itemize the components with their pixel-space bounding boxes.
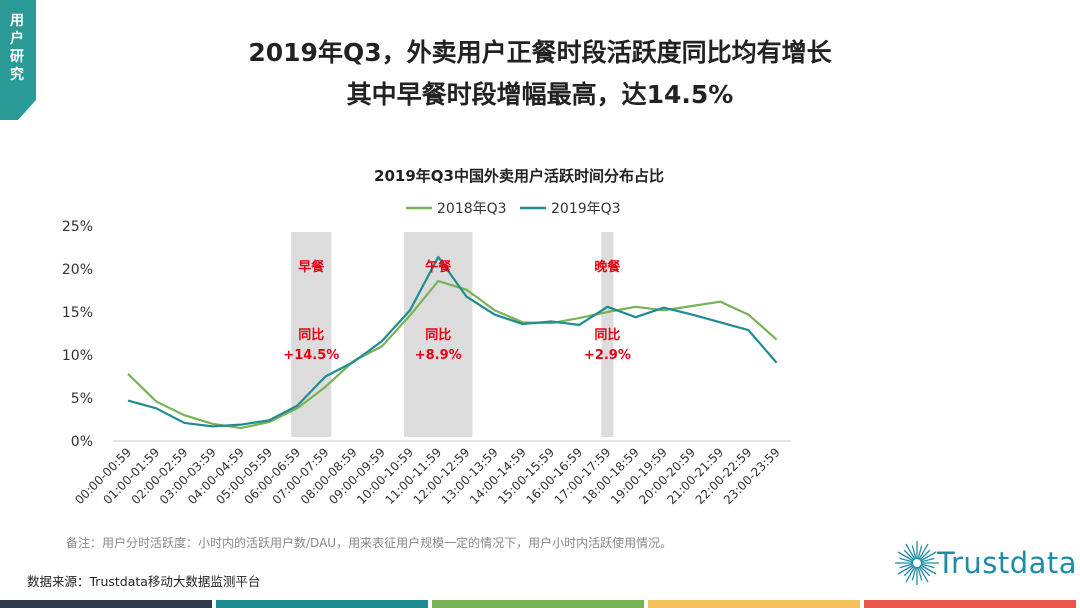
y-tick-label: 15% xyxy=(62,305,93,321)
logo-ray xyxy=(920,564,937,575)
highlight-yoy-value: +8.9% xyxy=(415,348,462,363)
bottom-bar-segment xyxy=(216,600,428,608)
logo-burst-icon xyxy=(895,541,939,585)
logo-ray xyxy=(911,566,917,581)
bottom-bar-segment xyxy=(864,600,1076,608)
highlight-yoy-label: 同比 xyxy=(298,327,324,343)
highlight-yoy-label: 同比 xyxy=(425,327,451,343)
logo-ray xyxy=(918,543,929,560)
series-line-1 xyxy=(127,255,778,428)
logo-ray xyxy=(917,545,923,560)
logo-ray xyxy=(919,565,931,577)
data-source: 数据来源：Trustdata移动大数据监测平台 xyxy=(27,574,261,589)
highlight-band-2 xyxy=(601,232,614,437)
logo-ray xyxy=(897,564,914,575)
y-tick-label: 5% xyxy=(71,391,93,407)
logo-ray xyxy=(911,545,917,560)
chart-title: 2019年Q3中国外卖用户活跃时间分布占比 xyxy=(374,167,664,185)
logo-text: Trustdata xyxy=(937,546,1078,580)
bottom-bar-segment xyxy=(0,600,212,608)
y-tick-label: 20% xyxy=(62,262,93,278)
chart-legend: 2018年Q3 2019年Q3 xyxy=(406,201,621,217)
corner-tag-label: 用户研究 xyxy=(10,13,24,83)
footnote: 备注：用户分时活跃度：小时内的活跃用户数/DAU，用来表征用户规模一定的情况下，… xyxy=(66,536,673,550)
legend-label: 2019年Q3 xyxy=(551,201,621,217)
y-tick-label: 0% xyxy=(71,434,93,450)
logo-ray xyxy=(917,566,923,581)
logo-ray xyxy=(905,543,916,560)
trustdata-logo: Trustdata xyxy=(895,538,1077,588)
highlight-yoy-value: +14.5% xyxy=(283,348,339,363)
logo-ray xyxy=(899,563,914,569)
logo-ray xyxy=(905,566,916,583)
logo-ray xyxy=(897,551,914,562)
logo-ray xyxy=(899,557,914,563)
y-tick-label: 25% xyxy=(62,219,93,235)
highlight-yoy-label: 同比 xyxy=(594,327,620,343)
corner-tag xyxy=(0,0,36,120)
chart-series xyxy=(127,255,778,430)
highlight-yoy-value: +2.9% xyxy=(584,348,631,363)
bottom-color-bar xyxy=(0,600,1080,608)
y-tick-label: 10% xyxy=(62,348,93,364)
line-chart: 2019年Q3中国外卖用户活跃时间分布占比 2018年Q3 2019年Q3 0% 5… xyxy=(62,167,791,507)
logo-ray xyxy=(903,565,915,577)
highlight-label: 晚餐 xyxy=(594,259,621,275)
highlight-bands xyxy=(291,232,614,437)
logo-ray xyxy=(920,563,935,569)
page-title-line2: 其中早餐时段增幅最高，达14.5% xyxy=(346,80,734,109)
highlight-band-0 xyxy=(291,232,332,437)
logo-ray xyxy=(920,557,935,563)
logo-ray xyxy=(920,551,937,562)
highlight-label: 午餐 xyxy=(425,259,452,275)
highlight-label: 早餐 xyxy=(298,259,325,275)
highlight-band-1 xyxy=(404,232,473,437)
logo-ray xyxy=(919,549,931,561)
bottom-bar-segment xyxy=(648,600,860,608)
legend-label: 2018年Q3 xyxy=(437,201,507,217)
bottom-bar-segment xyxy=(432,600,644,608)
page-title-line1: 2019年Q3，外卖用户正餐时段活跃度同比均有增长 xyxy=(248,38,832,67)
logo-ray xyxy=(903,549,915,561)
logo-ray xyxy=(918,566,929,583)
